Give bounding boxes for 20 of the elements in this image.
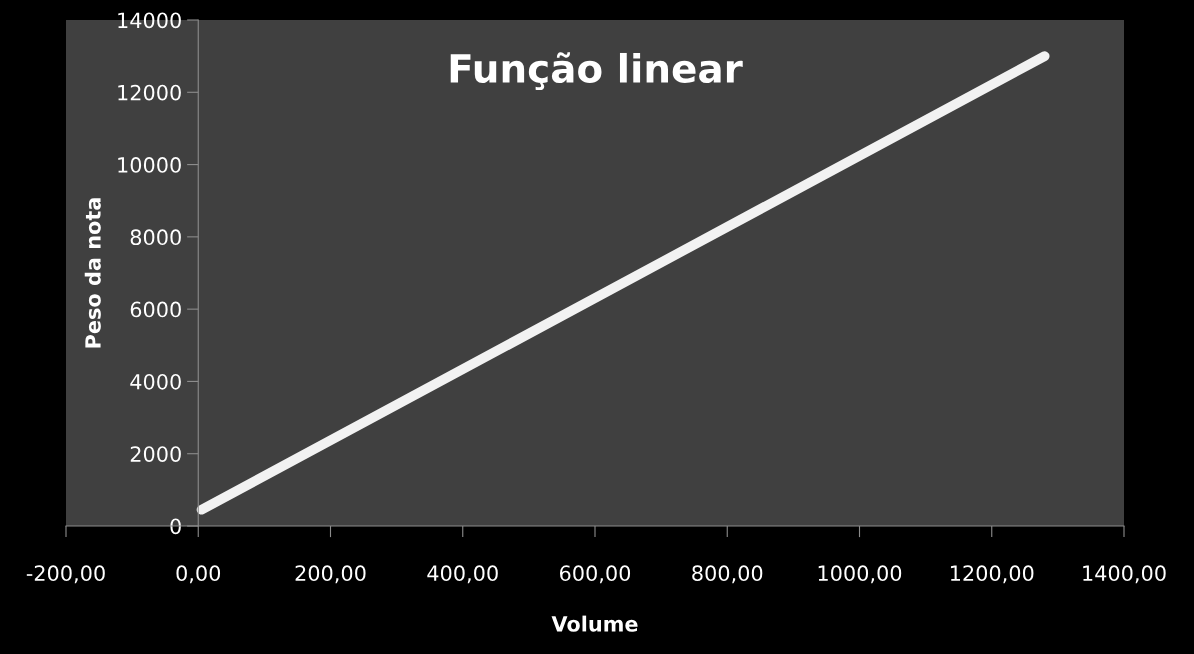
y-tick-label: 14000 (118, 12, 181, 29)
y-tick-label: 6000 (130, 301, 181, 318)
x-tick-label: 400,00 (427, 565, 498, 584)
y-tick-label: 4000 (130, 373, 181, 390)
x-tick-label: 1200,00 (950, 565, 1034, 584)
x-tick-label: -200,00 (26, 565, 105, 584)
x-tick-label: 200,00 (295, 565, 366, 584)
y-axis-title: Peso da nota (84, 198, 101, 348)
x-tick-label: 1400,00 (1083, 565, 1166, 584)
text: Função linear (450, 52, 743, 91)
y-tick-label: 10000 (118, 157, 181, 173)
x-tick-label: 600,00 (560, 565, 631, 584)
x-tick-label: 0,00 (176, 565, 221, 584)
y-tick-label: 2000 (130, 446, 181, 462)
x-tick-label: 1000,00 (818, 565, 902, 584)
x-tick-label: 800,00 (692, 565, 763, 584)
y-tick-label: 0 (170, 518, 181, 535)
x-axis-title: Volume (551, 615, 638, 632)
y-tick-label: 8000 (130, 229, 181, 246)
y-tick-label: 12000 (118, 84, 181, 101)
